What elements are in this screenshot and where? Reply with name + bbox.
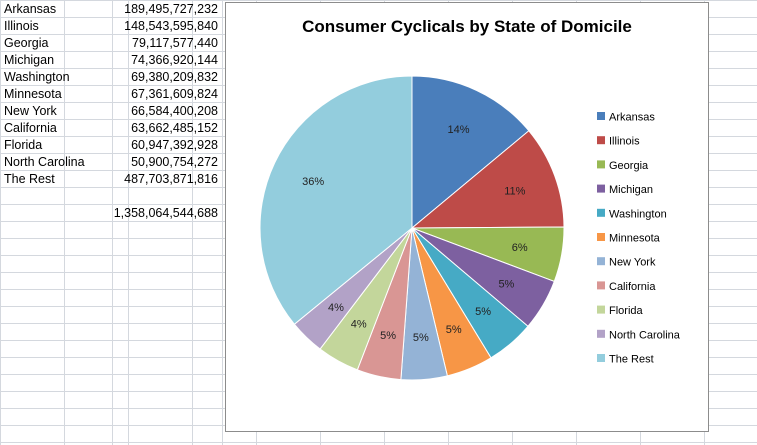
state-name-cell[interactable]: New York — [4, 104, 57, 118]
data-label: 5% — [380, 330, 396, 342]
data-label: 11% — [504, 185, 525, 197]
table-row[interactable]: New York 66,584,400,208 — [0, 103, 222, 120]
legend-item[interactable]: Michigan — [609, 184, 653, 196]
chart-canvas: 14% 11% 6% 5% 5% 5% 5% 5% 4% 4% 36% Arkansas Illinoi… — [259, 75, 681, 381]
pie-slice-illinois[interactable] — [410, 130, 565, 229]
data-label: 5% — [475, 306, 491, 318]
table-row[interactable]: Georgia 79,117,577,440 — [0, 35, 222, 52]
column-divider — [222, 0, 223, 445]
legend-swatch — [597, 281, 605, 290]
state-name-cell[interactable]: Georgia — [4, 36, 49, 50]
data-label: 5% — [446, 324, 462, 336]
legend-item[interactable]: North Carolina — [609, 329, 681, 341]
legend-item[interactable]: Florida — [609, 305, 644, 317]
chart-title: Consumer Cyclicals by State of Domicile — [302, 17, 632, 36]
legend-item[interactable]: California — [609, 281, 656, 293]
legend-item[interactable]: The Rest — [609, 354, 654, 366]
legend-swatch — [597, 136, 605, 145]
data-label: 4% — [351, 319, 367, 331]
state-name-cell[interactable]: The Rest — [4, 172, 55, 186]
value-cell[interactable]: 189,495,727,232 — [124, 2, 218, 16]
data-label: 5% — [413, 332, 429, 344]
value-cell[interactable]: 487,703,871,816 — [124, 172, 218, 186]
legend-item[interactable]: Georgia — [609, 160, 649, 172]
pie-slice-the-rest[interactable] — [259, 75, 413, 325]
value-cell[interactable]: 67,361,609,824 — [131, 87, 218, 101]
legend-swatch — [597, 354, 605, 362]
table-row[interactable]: Florida 60,947,392,928 — [0, 137, 222, 154]
legend-swatch — [597, 257, 605, 266]
total-cell[interactable]: 1,358,064,544,688 — [113, 206, 218, 220]
state-name-cell[interactable]: Arkansas — [4, 2, 57, 16]
table-row[interactable]: Illinois 148,543,595,840 — [0, 18, 222, 35]
table-row[interactable]: California 63,662,485,152 — [0, 120, 222, 137]
data-label: 5% — [498, 278, 514, 290]
legend-item[interactable]: Washington — [609, 208, 667, 220]
state-name-cell[interactable]: North Carolina — [4, 155, 85, 169]
data-label: 14% — [447, 124, 469, 136]
pie-slice-arkansas[interactable] — [411, 75, 530, 230]
table-row[interactable]: The Rest 487,703,871,816 — [0, 171, 222, 188]
table-row[interactable]: Arkansas 189,495,727,232 — [0, 1, 222, 18]
value-cell[interactable]: 148,543,595,840 — [124, 19, 218, 33]
value-cell[interactable]: 63,662,485,152 — [131, 121, 218, 135]
data-label: 36% — [302, 176, 324, 188]
legend-swatch — [597, 208, 605, 217]
legend-swatch — [597, 184, 605, 193]
table-row[interactable]: North Carolina 50,900,754,272 — [0, 154, 222, 171]
legend-swatch — [597, 160, 605, 169]
legend-item[interactable]: Illinois — [609, 136, 640, 148]
value-cell[interactable]: 66,584,400,208 — [131, 104, 218, 118]
data-label: 4% — [328, 302, 344, 314]
value-cell[interactable]: 60,947,392,928 — [131, 138, 218, 152]
legend-swatch — [597, 329, 605, 338]
state-name-cell[interactable]: California — [4, 121, 57, 135]
legend-swatch — [597, 233, 605, 241]
state-name-cell[interactable]: Florida — [4, 138, 43, 152]
state-name-cell[interactable]: Illinois — [4, 19, 39, 33]
data-label: 6% — [512, 242, 528, 254]
state-name-cell[interactable]: Minnesota — [4, 87, 62, 101]
table-row[interactable]: Washington 69,380,209,832 — [0, 69, 222, 86]
column-divider — [112, 0, 113, 445]
legend-item[interactable]: Arkansas — [609, 112, 655, 124]
legend-item[interactable]: New York — [609, 257, 656, 269]
table-row[interactable]: Minnesota 67,361,609,824 — [0, 86, 222, 103]
table-row[interactable]: Michigan 74,366,920,144 — [0, 52, 222, 69]
pie-chart[interactable]: Consumer Cyclicals by State of Domicile … — [225, 2, 709, 432]
value-cell[interactable]: 69,380,209,832 — [131, 70, 218, 84]
value-cell[interactable]: 74,366,920,144 — [131, 53, 218, 67]
legend-item[interactable]: Minnesota — [609, 233, 661, 245]
legend-swatch — [597, 305, 605, 314]
legend-swatch — [597, 112, 605, 120]
state-name-cell[interactable]: Michigan — [4, 53, 55, 67]
value-cell[interactable]: 79,117,577,440 — [132, 36, 218, 50]
value-cell[interactable]: 50,900,754,272 — [131, 155, 218, 169]
state-name-cell[interactable]: Washington — [4, 70, 70, 84]
